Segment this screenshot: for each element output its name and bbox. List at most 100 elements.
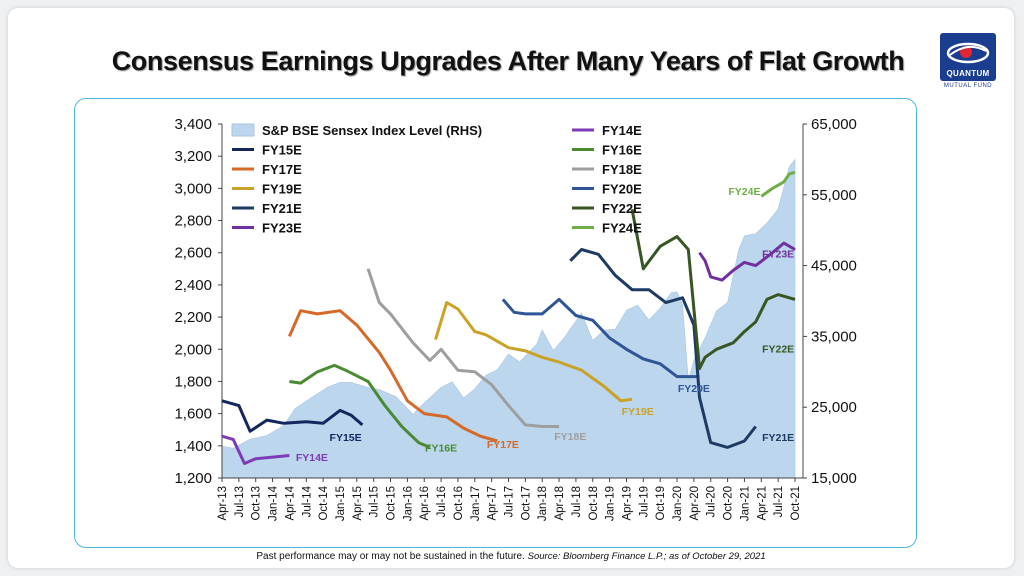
y-tick-label: 3,200	[174, 148, 212, 165]
legend-label: S&P BSE Sensex Index Level (RHS)	[262, 123, 482, 138]
x-tick-label: Jan-20	[672, 486, 684, 521]
legend-swatch	[231, 123, 255, 137]
series-line-fy22e	[630, 209, 796, 371]
y2-tick-label: 25,000	[811, 399, 857, 416]
legend-label: FY16E	[602, 143, 642, 158]
series-annotation: FY16E	[425, 442, 457, 454]
series-annotation: FY15E	[330, 432, 362, 444]
y2-tick-label: 55,000	[811, 187, 857, 204]
y-tick-label: 1,800	[174, 373, 212, 390]
series-line-fy18e	[366, 268, 560, 428]
series-line-fy23e	[698, 241, 796, 282]
legend-label: FY21E	[262, 201, 302, 216]
footer-source: Source: Bloomberg Finance L.P.; as of Oc…	[527, 551, 766, 562]
x-tick-label: Jan-14	[268, 485, 280, 521]
y-tick-label: 2,400	[174, 277, 212, 294]
legend-label: FY20E	[602, 182, 642, 197]
x-tick-label: Oct-13	[251, 486, 263, 521]
x-tick-label: Jul-14	[301, 485, 313, 517]
y-tick-label: 3,400	[174, 116, 212, 133]
y-tick-label: 1,200	[174, 470, 212, 487]
x-tick-label: Jul-21	[773, 486, 785, 517]
x-tick-label: Jan-17	[470, 486, 482, 521]
page-title: Consensus Earnings Upgrades After Many Y…	[111, 46, 905, 76]
y-tick-label: 1,600	[174, 406, 212, 423]
series-annotation: FY22E	[762, 343, 794, 355]
x-tick-label: Jul-20	[706, 486, 718, 517]
x-tick-label: Jan-16	[402, 486, 414, 521]
chart-frame: 1,200 1,400 1,600 1,800 2,000 2,200 2,400 2,600…	[74, 98, 917, 548]
series-annotation: FY17E	[487, 439, 519, 451]
x-tick-label: Apr-21	[756, 486, 768, 521]
x-tick-label: Apr-14	[284, 485, 296, 520]
x-tick-label: Jan-21	[739, 486, 751, 521]
x-tick-label: Oct-14	[318, 485, 330, 520]
series-line-fy21e	[569, 248, 757, 449]
x-tick-label: Jul-19	[638, 486, 650, 517]
series-annotation: FY21E	[762, 432, 794, 444]
y-tick-label: 2,600	[174, 245, 212, 262]
x-tick-label: Apr-16	[419, 486, 431, 521]
y2-tick-label: 35,000	[811, 328, 857, 345]
series-line-fy15e	[221, 399, 364, 433]
x-tick-label: Jul-18	[571, 486, 583, 517]
earnings-chart: 1,200 1,400 1,600 1,800 2,000 2,200 2,400 2,600…	[174, 116, 857, 521]
x-tick-label: Oct-17	[520, 486, 532, 521]
x-tick-label: Apr-19	[621, 486, 633, 521]
x-tick-label: Oct-15	[386, 486, 398, 521]
footer-note: Past performance may or may not be susta…	[256, 551, 525, 562]
x-tick-label: Oct-20	[723, 486, 735, 521]
x-tick-label: Jan-15	[335, 486, 347, 521]
logo-name: QUANTUM	[946, 69, 990, 78]
series-annotation: FY24E	[728, 186, 760, 198]
series-line-fy20e	[501, 297, 700, 379]
series-line-fy16e	[289, 363, 431, 449]
series-annotation: FY20E	[678, 383, 710, 395]
legend-label: FY14E	[602, 123, 642, 138]
series-line-fy17e	[288, 309, 498, 443]
series-annotation: FY19E	[622, 406, 654, 418]
series-annotation: FY23E	[762, 249, 794, 261]
y2-tick-label: 45,000	[811, 258, 857, 275]
x-tick-label: Oct-19	[655, 486, 667, 521]
series-line-fy14e	[221, 434, 290, 465]
legend-label: FY17E	[262, 162, 302, 177]
y-tick-label: 1,400	[174, 438, 212, 455]
x-tick-label: Jul-15	[369, 486, 381, 517]
y-tick-label: 2,800	[174, 213, 212, 230]
x-tick-label: Jan-19	[605, 486, 617, 521]
x-tick-label: Apr-15	[352, 486, 364, 521]
footer: Past performance may or may not be susta…	[8, 551, 1014, 562]
slide: Consensus Earnings Upgrades After Many Y…	[8, 8, 1014, 568]
series-annotation: FY18E	[554, 431, 586, 443]
legend-label: FY15E	[262, 143, 302, 158]
x-tick-label: Apr-20	[689, 486, 701, 521]
legend-label: FY22E	[602, 201, 642, 216]
series-annotation: FY14E	[296, 452, 328, 464]
logo-mark-icon	[946, 42, 990, 64]
x-tick-label: Apr-17	[487, 486, 499, 521]
x-tick-label: Oct-21	[790, 486, 802, 521]
x-tick-label: Jul-16	[436, 486, 448, 517]
series-line-fy19e	[434, 301, 633, 403]
sensex-area	[221, 158, 796, 479]
x-tick-label: Apr-18	[554, 486, 566, 521]
y-tick-label: 2,200	[174, 309, 212, 326]
series-line-fy24e	[760, 170, 796, 198]
x-tick-label: Jul-13	[234, 486, 246, 517]
x-tick-label: Jul-17	[504, 486, 516, 517]
y-tick-label: 3,000	[174, 180, 212, 197]
legend-label: FY19E	[262, 182, 302, 197]
y2-tick-label: 65,000	[811, 116, 857, 133]
logo-emblem: QUANTUM	[940, 33, 996, 81]
x-tick-label: Oct-18	[588, 486, 600, 521]
y2-tick-label: 15,000	[811, 470, 857, 487]
x-tick-label: Oct-16	[453, 486, 465, 521]
x-tick-label: Jan-18	[537, 486, 549, 521]
x-tick-label: Apr-13	[217, 486, 229, 521]
legend-label: FY18E	[602, 162, 642, 177]
y-tick-label: 2,000	[174, 341, 212, 358]
logo-subtitle: MUTUAL FUND	[943, 83, 993, 89]
legend-label: FY23E	[262, 221, 302, 236]
legend-label: FY24E	[602, 221, 642, 236]
